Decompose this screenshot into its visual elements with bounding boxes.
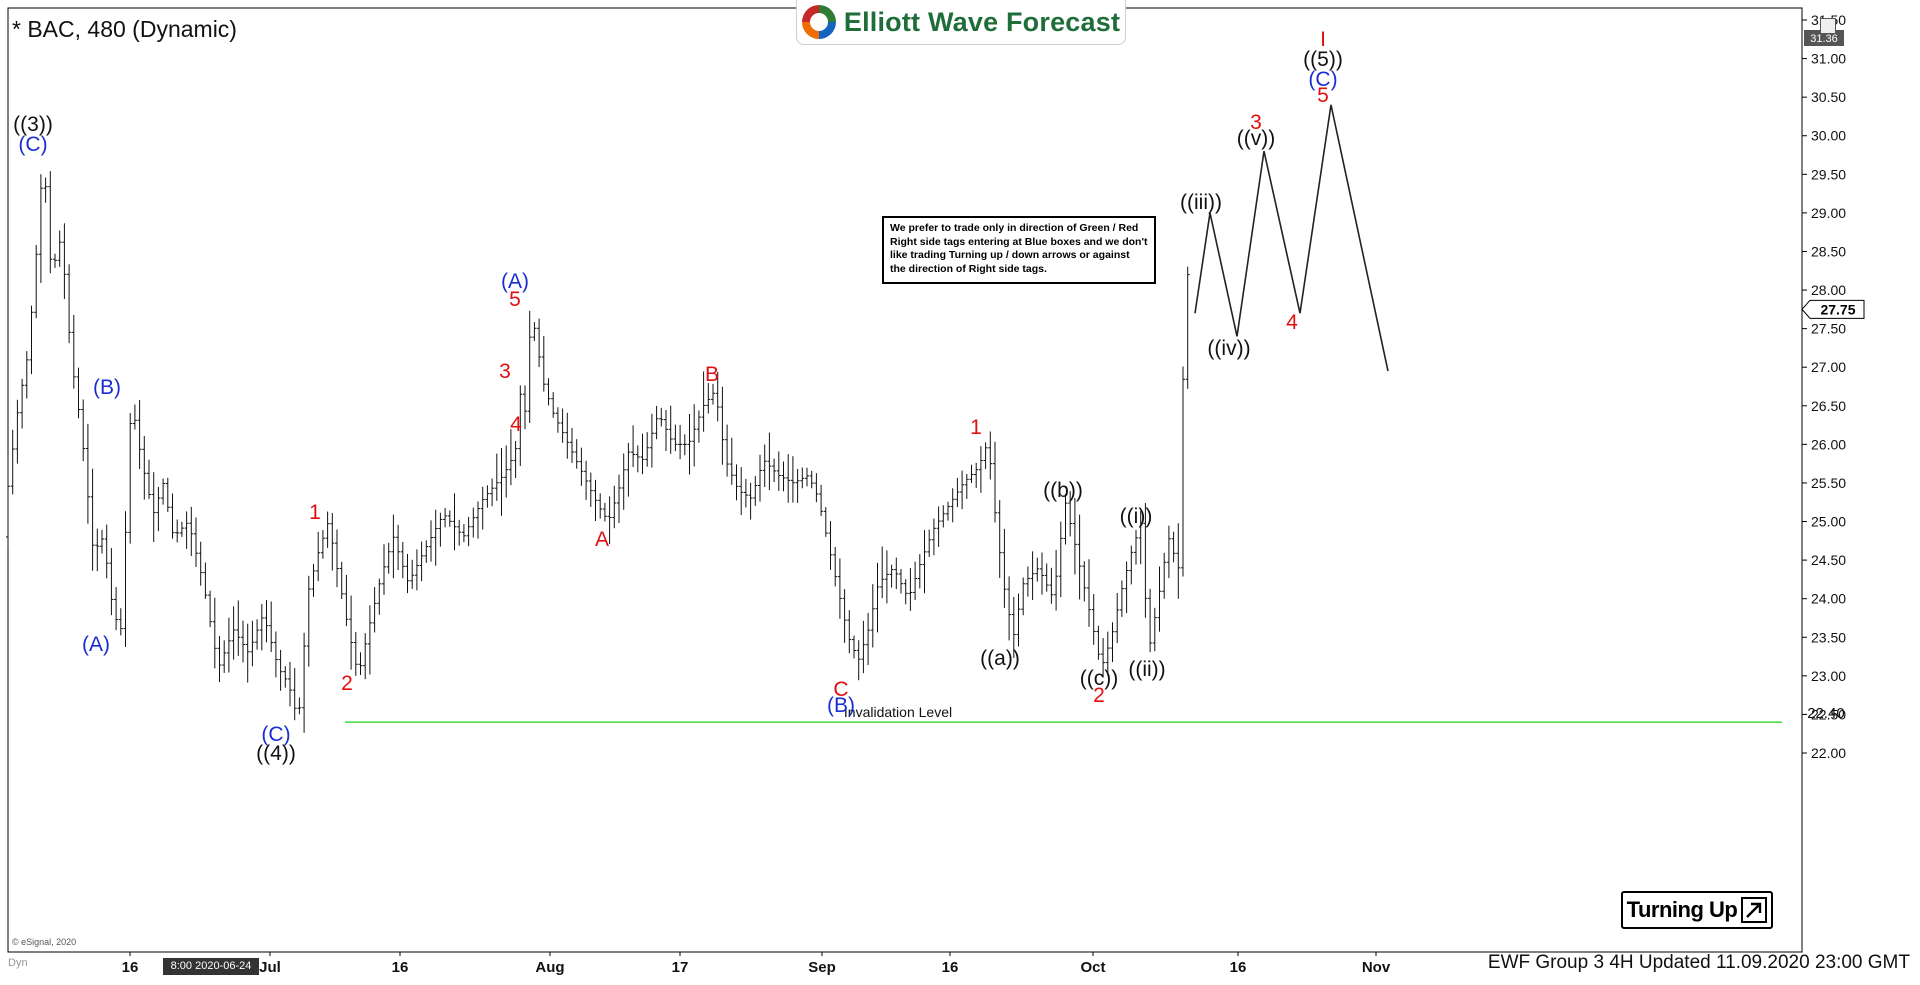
wave-label: C bbox=[833, 678, 848, 701]
y-tick-label: 25.00 bbox=[1811, 514, 1846, 530]
y-tick-label: 27.50 bbox=[1811, 321, 1846, 337]
globe-icon bbox=[801, 5, 836, 39]
y-tick-label: 31.00 bbox=[1811, 51, 1846, 67]
wave-label: 2 bbox=[341, 672, 353, 695]
wave-label: 5 bbox=[1317, 84, 1329, 107]
esignal-copyright: © eSignal, 2020 bbox=[12, 937, 77, 947]
y-tick-label: 23.50 bbox=[1811, 629, 1846, 645]
x-tick-label: Nov bbox=[1362, 959, 1391, 976]
x-tick-label: 16 bbox=[942, 959, 959, 976]
y-tick-label: 24.50 bbox=[1811, 552, 1846, 568]
y-tick-label: 30.50 bbox=[1811, 89, 1846, 105]
y-tick-label: 26.00 bbox=[1811, 436, 1846, 452]
chart-title: * BAC, 480 (Dynamic) bbox=[12, 16, 237, 42]
projection-path bbox=[1194, 104, 1389, 372]
x-tick-label: Oct bbox=[1080, 959, 1105, 976]
x-tick-label: Jul bbox=[259, 959, 281, 976]
invalidation-label: Invalidation Level bbox=[844, 704, 952, 720]
cursor-date-tag: 8:00 2020-06-24 bbox=[163, 958, 259, 975]
wave-label: 3 bbox=[1250, 111, 1262, 134]
y-tick-label: 25.50 bbox=[1811, 475, 1846, 491]
y-tick-label: 22.50 bbox=[1811, 706, 1846, 722]
high-price-label: 31.36 bbox=[1810, 33, 1838, 45]
wave-label: ((b)) bbox=[1043, 479, 1083, 502]
wave-label: ((4)) bbox=[256, 742, 296, 765]
wave-label: ((iv)) bbox=[1207, 337, 1250, 360]
wave-label: ((5)) bbox=[1303, 48, 1343, 71]
y-tick-label: 28.00 bbox=[1811, 282, 1846, 298]
x-tick-label: 16 bbox=[1230, 959, 1247, 976]
wave-label: (B) bbox=[93, 376, 121, 399]
x-tick-label: 16 bbox=[122, 959, 139, 976]
wave-label: 4 bbox=[510, 413, 522, 436]
wave-label: 5 bbox=[509, 288, 521, 311]
footer-label: EWF Group 3 4H Updated 11.09.2020 23:00 … bbox=[1487, 952, 1910, 973]
y-tick-label: 27.00 bbox=[1811, 359, 1846, 375]
plot-frame bbox=[7, 7, 1803, 953]
logo-text: Elliott Wave Forecast bbox=[843, 6, 1121, 37]
wave-label: ((ii)) bbox=[1128, 658, 1165, 681]
wave-label: ((a)) bbox=[980, 647, 1020, 670]
wave-label: 2 bbox=[1093, 684, 1105, 707]
wave-label: A bbox=[595, 528, 609, 551]
x-tick-label: Aug bbox=[535, 959, 564, 976]
x-tick-label: 17 bbox=[672, 959, 689, 976]
wave-label: (C) bbox=[18, 133, 47, 156]
wave-label: ((c)) bbox=[1080, 667, 1118, 690]
wave-label: (C) bbox=[1308, 68, 1337, 91]
y-tick-label: 24.00 bbox=[1811, 591, 1846, 607]
wave-label: 1 bbox=[309, 501, 321, 524]
x-tick-label: 16 bbox=[392, 959, 409, 976]
wave-label: ((3)) bbox=[13, 113, 53, 136]
trading-note: We prefer to trade only in direction of … bbox=[882, 216, 1156, 284]
dyn-tag: Dyn bbox=[8, 957, 28, 969]
invalidation-price-label: 22.40 bbox=[1807, 705, 1845, 722]
wave-label: B bbox=[705, 363, 719, 386]
wave-label: ((v)) bbox=[1237, 127, 1275, 150]
y-tick-label: 29.00 bbox=[1811, 205, 1846, 221]
wave-label: ((iii)) bbox=[1180, 191, 1222, 214]
y-tick-label: 28.50 bbox=[1811, 243, 1846, 259]
y-tick-label: 22.00 bbox=[1811, 745, 1846, 761]
window-restore-icon[interactable] bbox=[1820, 18, 1836, 34]
y-tick-label: 26.50 bbox=[1811, 398, 1846, 414]
wave-label: 4 bbox=[1286, 311, 1298, 334]
y-tick-label: 30.00 bbox=[1811, 128, 1846, 144]
brand-logo: Elliott Wave Forecast bbox=[796, 0, 1126, 45]
wave-label: ((i)) bbox=[1120, 505, 1153, 528]
wave-label: (A) bbox=[501, 270, 529, 293]
y-tick-label: 29.50 bbox=[1811, 166, 1846, 182]
last-price-flag bbox=[1801, 299, 1865, 319]
wave-label: 3 bbox=[499, 360, 511, 383]
x-tick-label: Sep bbox=[808, 959, 836, 976]
wave-label: (B) bbox=[827, 694, 855, 717]
wave-label: I bbox=[1320, 28, 1326, 51]
wave-label: 1 bbox=[970, 416, 982, 439]
last-price-label: 27.75 bbox=[1820, 301, 1855, 317]
turning-up-label: Turning Up bbox=[1626, 897, 1738, 922]
wave-label: (C) bbox=[261, 723, 290, 746]
y-tick-label: 23.00 bbox=[1811, 668, 1846, 684]
wave-label: (A) bbox=[82, 633, 110, 656]
turning-up-badge: Turning Up bbox=[1621, 891, 1773, 929]
arrow-up-right-icon bbox=[1741, 897, 1768, 923]
high-price-flag bbox=[1804, 30, 1844, 46]
